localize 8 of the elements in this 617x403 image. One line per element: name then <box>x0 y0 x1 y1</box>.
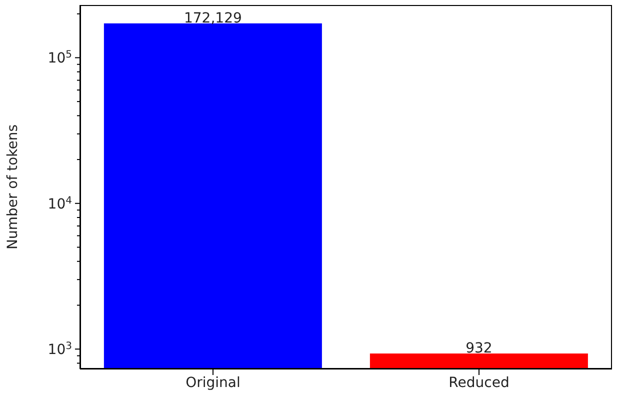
x-tick-label: Original <box>186 374 240 391</box>
data-label: 932 <box>466 340 492 357</box>
y-tick-label: 10$^{5}$ <box>48 49 72 67</box>
y-axis-title: Number of tokens <box>4 124 21 250</box>
y-tick-label: 10$^{3}$ <box>48 340 72 358</box>
y-tick-label: 10$^{4}$ <box>48 194 72 212</box>
data-label: 172,129 <box>184 10 242 26</box>
x-tick-label: Reduced <box>448 374 510 391</box>
